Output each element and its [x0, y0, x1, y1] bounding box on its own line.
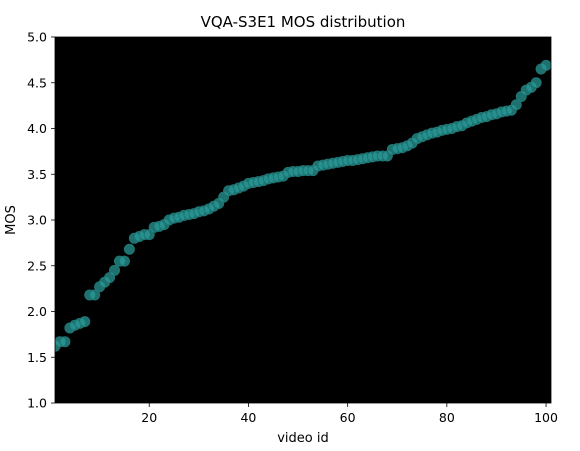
y-tick: 4.0: [27, 121, 55, 136]
y-tick: 2.0: [27, 304, 55, 319]
data-point: [118, 255, 130, 267]
y-axis: 1.0 1.5 2.0 2.5 3.0 3.5 4.0 4.5 5.0: [27, 30, 55, 411]
y-tick: 1.5: [27, 350, 55, 365]
x-tick: 100: [534, 403, 558, 425]
data-point: [59, 336, 71, 348]
y-tick-label: 4.0: [27, 121, 47, 136]
y-tick: 3.0: [27, 213, 55, 228]
y-tick-label: 3.0: [27, 213, 47, 228]
x-axis-label: video id: [277, 431, 329, 446]
chart-title: VQA-S3E1 MOS distribution: [201, 13, 406, 31]
data-point: [540, 59, 551, 71]
data-point: [109, 264, 121, 276]
x-tick: 20: [141, 403, 157, 425]
y-tick: 5.0: [27, 30, 55, 45]
data-point: [510, 99, 522, 111]
data-point: [89, 289, 101, 301]
data-points: [55, 59, 551, 352]
x-axis: 20 40 60 80 100: [141, 403, 558, 425]
y-tick-label: 4.5: [27, 75, 47, 90]
y-tick-label: 1.5: [27, 350, 47, 365]
plot-frame: [54, 36, 552, 404]
x-tick: 40: [240, 403, 256, 425]
y-axis-label: MOS: [4, 205, 19, 235]
y-tick-label: 1.0: [27, 396, 47, 411]
data-point: [123, 243, 135, 255]
x-tick: 60: [340, 403, 356, 425]
y-tick: 3.5: [27, 167, 55, 182]
x-tick-label: 100: [534, 410, 558, 425]
y-tick-label: 3.5: [27, 167, 47, 182]
plot-area: [55, 37, 551, 403]
y-tick-label: 2.5: [27, 258, 47, 273]
y-tick: 2.5: [27, 258, 55, 273]
y-tick-label: 5.0: [27, 30, 47, 45]
data-point: [79, 316, 91, 328]
x-tick-label: 80: [439, 410, 455, 425]
x-tick-label: 40: [240, 410, 256, 425]
x-tick-label: 60: [340, 410, 356, 425]
x-tick-label: 20: [141, 410, 157, 425]
data-point: [530, 77, 542, 89]
y-tick: 4.5: [27, 75, 55, 90]
y-tick-label: 2.0: [27, 304, 47, 319]
x-tick: 80: [439, 403, 455, 425]
y-tick: 1.0: [27, 396, 55, 411]
